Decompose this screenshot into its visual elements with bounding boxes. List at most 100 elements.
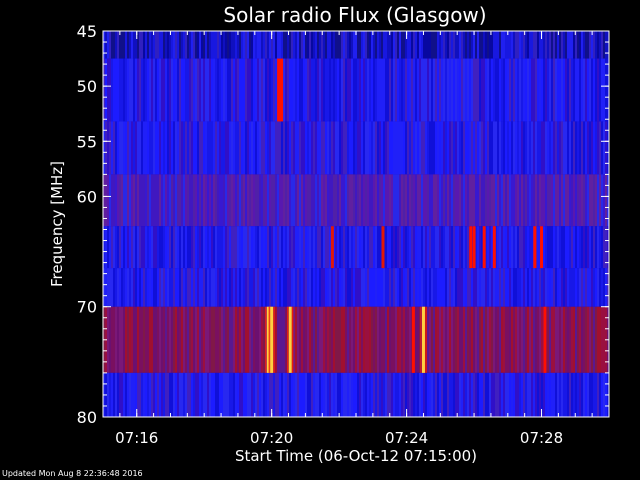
spectrogram-cell xyxy=(231,226,233,269)
spectrogram-cell xyxy=(219,226,221,269)
spectrogram-cell xyxy=(161,226,163,269)
spectrogram-cell xyxy=(595,31,597,59)
spectrogram-cell xyxy=(269,306,271,373)
spectrogram-cell xyxy=(209,372,211,417)
spectrogram-cell xyxy=(605,58,607,122)
spectrogram-cell xyxy=(341,174,343,227)
spectrogram-cell xyxy=(183,306,185,373)
spectrogram-cell xyxy=(577,31,579,59)
spectrogram-cell xyxy=(531,306,533,373)
spectrogram-cell xyxy=(185,174,187,227)
spectrogram-cell xyxy=(127,268,129,307)
spectrogram-cell xyxy=(259,58,261,122)
spectrogram-cell xyxy=(479,372,481,417)
spectrogram-cell xyxy=(351,372,353,417)
spectrogram-cell xyxy=(469,174,471,227)
spectrogram-cell xyxy=(393,174,395,227)
spectrogram-cell xyxy=(467,58,469,122)
spectrogram-cell xyxy=(483,174,485,227)
spectrogram-cell xyxy=(465,174,467,227)
spectrogram-cell xyxy=(223,306,225,373)
y-tick-label: 55 xyxy=(77,132,97,151)
spectrogram-cell xyxy=(329,174,331,227)
spectrogram-cell xyxy=(189,226,191,269)
spectrogram-cell xyxy=(355,226,357,269)
spectrogram-cell xyxy=(171,372,173,417)
spectrogram-cell xyxy=(393,58,395,122)
chart-title: Solar radio Flux (Glasgow) xyxy=(223,3,486,27)
spectrogram-cell xyxy=(207,174,209,227)
spectrogram-cell xyxy=(127,58,129,122)
spectrogram-cell xyxy=(135,306,137,373)
spectrogram-cell xyxy=(341,31,343,59)
spectrogram-cell xyxy=(235,226,237,269)
spectrogram-cell xyxy=(479,306,481,373)
spectrogram-cell xyxy=(549,121,551,175)
spectrogram-cell xyxy=(411,268,413,307)
spectrogram-cell xyxy=(451,372,453,417)
spectrogram-cell xyxy=(225,268,227,307)
spectrogram-cell xyxy=(595,306,597,373)
spectrogram-cell xyxy=(185,306,187,373)
spectrogram-cell xyxy=(357,306,359,373)
burst-mark xyxy=(543,306,547,373)
spectrogram-cell xyxy=(233,174,235,227)
spectrogram-cell xyxy=(435,31,437,59)
spectrogram-cell xyxy=(235,174,237,227)
spectrogram-cell xyxy=(559,372,561,417)
spectrogram-cell xyxy=(121,306,123,373)
spectrogram-cell xyxy=(357,174,359,227)
spectrogram-cell xyxy=(345,372,347,417)
spectrogram-cell xyxy=(193,121,195,175)
spectrogram-cell xyxy=(379,268,381,307)
spectrogram-cell xyxy=(453,268,455,307)
spectrogram-cell xyxy=(597,306,599,373)
spectrogram-cell xyxy=(515,226,517,269)
spectrogram-cell xyxy=(447,226,449,269)
spectrogram-cell xyxy=(425,58,427,122)
burst-edge xyxy=(292,306,294,373)
spectrogram-cell xyxy=(451,226,453,269)
spectrogram-cell xyxy=(337,31,339,59)
spectrogram-cell xyxy=(413,372,415,417)
spectrogram-cell xyxy=(151,226,153,269)
spectrogram-cell xyxy=(381,31,383,59)
spectrogram-cell xyxy=(133,31,135,59)
spectrogram-cell xyxy=(591,58,593,122)
spectrogram-cell xyxy=(345,121,347,175)
spectrogram-cell xyxy=(571,31,573,59)
spectrogram-cell xyxy=(189,174,191,227)
spectrogram-cell xyxy=(281,174,283,227)
spectrogram-cell xyxy=(263,306,265,373)
spectrogram-cell xyxy=(129,58,131,122)
spectrogram-cell xyxy=(385,306,387,373)
spectrogram-cell xyxy=(473,372,475,417)
spectrogram-cell xyxy=(417,58,419,122)
spectrogram-cell xyxy=(151,174,153,227)
spectrogram-cell xyxy=(239,31,241,59)
spectrogram-cell xyxy=(373,31,375,59)
spectrogram-cell xyxy=(169,372,171,417)
spectrogram-cell xyxy=(395,121,397,175)
spectrogram-cell xyxy=(383,58,385,122)
spectrogram-cell xyxy=(437,226,439,269)
spectrogram-cell xyxy=(277,306,279,373)
spectrogram-cell xyxy=(337,121,339,175)
spectrogram-cell xyxy=(497,121,499,175)
spectrogram-cell xyxy=(353,268,355,307)
spectrogram-cell xyxy=(359,268,361,307)
spectrogram-cell xyxy=(585,268,587,307)
spectrogram-cell xyxy=(209,226,211,269)
spectrogram-cell xyxy=(169,31,171,59)
spectrogram-cell xyxy=(273,226,275,269)
spectrogram-cell xyxy=(287,174,289,227)
spectrogram-cell xyxy=(223,372,225,417)
spectrogram-cell xyxy=(123,121,125,175)
spectrogram-cell xyxy=(129,372,131,417)
spectrogram-cell xyxy=(255,226,257,269)
spectrogram-cell xyxy=(177,372,179,417)
spectrogram-cell xyxy=(175,306,177,373)
spectrogram-cell xyxy=(447,372,449,417)
spectrogram-cell xyxy=(561,372,563,417)
spectrogram-cell xyxy=(193,174,195,227)
